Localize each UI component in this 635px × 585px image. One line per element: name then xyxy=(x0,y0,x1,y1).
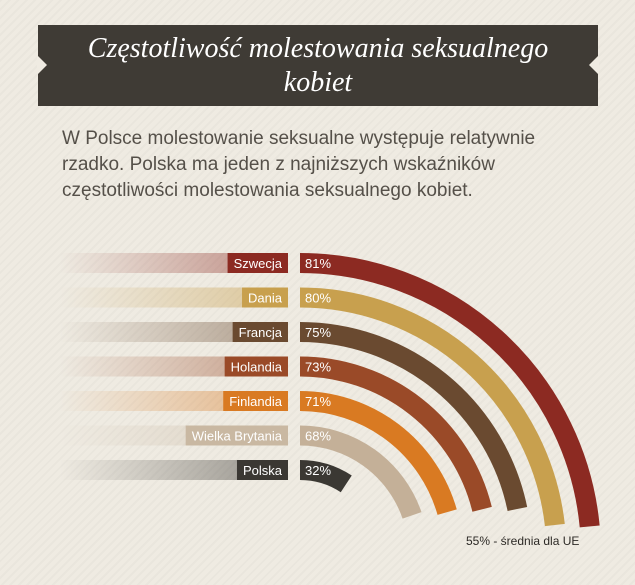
bar-francja xyxy=(299,322,528,512)
value-label-wielka-brytania: 68% xyxy=(305,429,331,444)
category-label-holandia: Holandia xyxy=(231,360,283,375)
value-label-finlandia: 71% xyxy=(305,394,331,409)
label-box-holandia xyxy=(224,356,288,377)
eu-average-note: 55% - średnia dla UE xyxy=(466,534,580,548)
value-label-holandia: 73% xyxy=(305,360,331,375)
value-label-dania: 80% xyxy=(305,291,331,306)
value-label-polska: 32% xyxy=(305,463,331,478)
category-label-finlandia: Finlandia xyxy=(229,394,283,409)
chart-subtitle: W Polsce molestowanie seksualne występuj… xyxy=(62,128,536,201)
category-label-polska: Polska xyxy=(243,463,283,478)
label-box-francja xyxy=(232,322,288,342)
label-box-polska xyxy=(236,460,288,480)
title-banner: Częstotliwość molestowania seksualnego k… xyxy=(37,25,599,106)
track-polska xyxy=(60,460,288,480)
bar-finlandia xyxy=(299,391,457,516)
bar-holandia xyxy=(299,356,492,512)
label-box-wielka-brytania xyxy=(185,425,288,446)
bar-wielka-brytania xyxy=(299,425,422,519)
category-label-szwecja: Szwecja xyxy=(234,256,283,271)
label-box-finlandia xyxy=(223,391,288,411)
category-label-francja: Francja xyxy=(239,325,283,340)
category-label-dania: Dania xyxy=(248,291,283,306)
track-dania xyxy=(60,287,288,308)
bar-dania xyxy=(299,287,565,527)
value-label-szwecja: 81% xyxy=(305,256,331,271)
chart-title: Częstotliwość molestowania seksualnego k… xyxy=(87,32,549,98)
bar-szwecja xyxy=(299,253,600,528)
label-box-szwecja xyxy=(227,253,288,273)
label-box-dania xyxy=(242,287,288,308)
track-francja xyxy=(60,322,288,342)
bar-polska xyxy=(299,460,352,493)
category-label-wielka-brytania: Wielka Brytania xyxy=(192,429,283,444)
value-label-francja: 75% xyxy=(305,325,331,340)
